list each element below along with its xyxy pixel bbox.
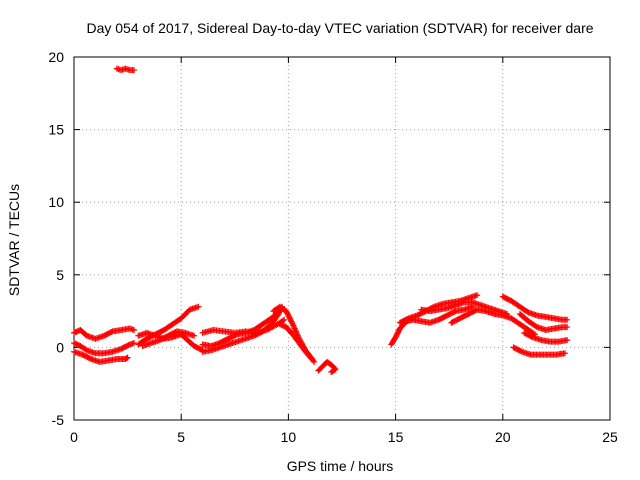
series-arc-b [71, 340, 138, 357]
y-tick-label: 15 [48, 122, 64, 138]
x-tick-label: 20 [495, 429, 511, 445]
data-point [285, 313, 292, 320]
data-point [232, 331, 239, 338]
series-isolated [113, 65, 138, 74]
data-point [404, 315, 411, 322]
data-point [288, 318, 295, 325]
data-point [474, 292, 481, 299]
data-point [131, 326, 138, 333]
data-point [564, 337, 571, 344]
data-point [287, 317, 294, 324]
data-marks [71, 65, 571, 376]
x-tick-label: 0 [70, 429, 78, 445]
data-point [287, 315, 294, 322]
data-point [285, 312, 292, 319]
data-point [283, 308, 290, 315]
data-point [123, 355, 130, 362]
data-point [308, 356, 315, 363]
x-tick-label: 5 [177, 429, 185, 445]
x-tick-label: 10 [281, 429, 297, 445]
data-point [451, 308, 458, 315]
series-arc-f [139, 328, 198, 349]
series-arc-a [71, 325, 138, 342]
data-point [329, 368, 336, 375]
y-axis-label: SDTVAR / TECUs [6, 184, 22, 296]
data-point [82, 346, 89, 353]
data-point [281, 316, 288, 323]
data-point [528, 333, 535, 340]
data-point [328, 369, 335, 376]
data-point [86, 355, 93, 362]
series-arc-r [516, 311, 571, 333]
series-arc-t [510, 344, 568, 358]
y-tick-label: 10 [48, 194, 64, 210]
data-point [286, 314, 293, 321]
data-point [131, 340, 138, 347]
series-arc-m [388, 303, 476, 348]
data-point [308, 354, 315, 361]
data-point [517, 348, 524, 355]
series-arc-s [521, 329, 571, 345]
data-point [561, 350, 568, 357]
data-point [283, 309, 290, 316]
series-arc-l [315, 358, 339, 376]
series-arc-k [276, 321, 315, 363]
y-tick-label: 0 [56, 339, 64, 355]
data-point [108, 329, 115, 336]
x-tick-label: 15 [388, 429, 404, 445]
y-tick-label: 5 [56, 267, 64, 283]
y-tick-label: -5 [52, 412, 65, 428]
chart-title: Day 054 of 2017, Sidereal Day-to-day VTE… [86, 20, 593, 36]
series-arc-c [71, 348, 131, 365]
plot-frame [73, 56, 611, 421]
data-point [125, 342, 132, 349]
data-point [289, 319, 296, 326]
x-axis-label: GPS time / hours [287, 458, 394, 474]
x-tick-label: 25 [602, 429, 618, 445]
data-point [124, 354, 131, 361]
series-arc-p [448, 306, 538, 338]
data-point [131, 67, 138, 74]
data-point [191, 332, 198, 339]
data-point [195, 303, 202, 310]
data-point [524, 308, 531, 315]
data-point [284, 310, 291, 317]
series-arc-q [499, 293, 571, 323]
y-tick-label: 20 [48, 49, 64, 65]
data-point [564, 324, 571, 331]
axis-ticks: 0 5 10 15 20 25 -5 0 5 10 15 20 [48, 49, 618, 445]
data-point [532, 323, 539, 330]
grid [74, 57, 610, 420]
data-point [564, 316, 571, 323]
